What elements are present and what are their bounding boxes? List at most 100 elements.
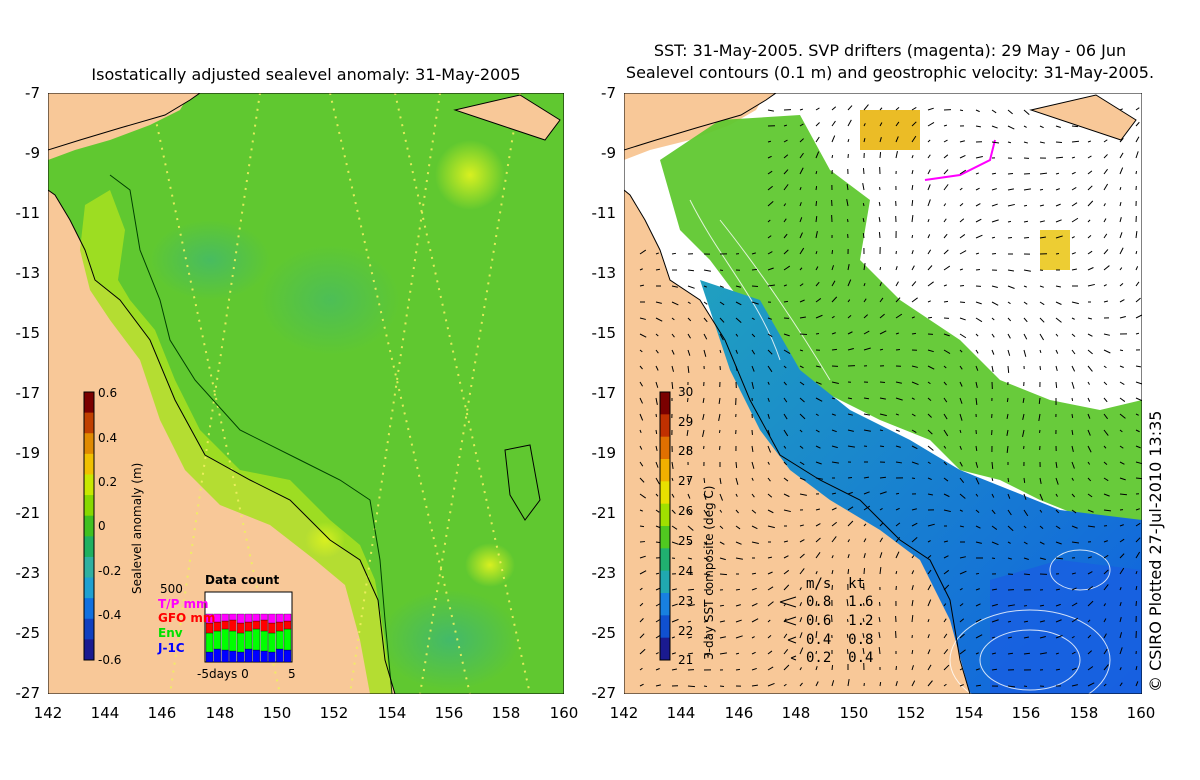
velocity-arrow [1103, 509, 1112, 512]
velocity-arrow [862, 602, 865, 607]
velocity-arrow [1103, 554, 1109, 559]
velocity-arrow [1071, 477, 1074, 481]
velocity-arrow [847, 491, 853, 495]
velocity-arrow [815, 151, 820, 159]
velocity-arrow [1119, 152, 1124, 159]
colorbar-tick: 29 [678, 415, 694, 429]
velocity-arrow [655, 381, 659, 388]
velocity-arrow [703, 509, 709, 517]
velocity-arrow [1039, 141, 1045, 144]
x-tick: 142 [609, 704, 639, 722]
velocity-arrow [783, 365, 787, 369]
velocity-arrow [655, 493, 659, 497]
velocity-arrow [1103, 249, 1109, 255]
velocity-arrow [943, 569, 950, 575]
velocity-arrow [1071, 461, 1075, 469]
velocity-arrow [783, 429, 789, 437]
velocity-arrow [991, 349, 995, 355]
velocity-arrow [895, 681, 898, 687]
data-count-bar [268, 651, 276, 663]
velocity-arrow [878, 216, 881, 223]
velocity-arrow [1071, 171, 1076, 175]
velocity-arrow [1039, 604, 1045, 607]
data-count-bar [221, 620, 229, 630]
velocity-arrow [1055, 603, 1061, 607]
velocity-arrow [959, 333, 967, 339]
data-count-bar [229, 613, 237, 621]
velocity-arrow [975, 155, 983, 159]
velocity-arrow [767, 235, 772, 239]
velocity-arrow [1055, 652, 1060, 655]
velocity-arrow [767, 682, 775, 687]
colorbar-swatch [84, 453, 94, 475]
velocity-arrow [895, 313, 903, 319]
colorbar-swatch [84, 639, 94, 661]
velocity-arrow [1103, 154, 1108, 159]
velocity-arrow [1071, 252, 1076, 255]
data-count-bar [268, 632, 276, 653]
velocity-arrow [1023, 477, 1026, 484]
colorbar-swatch [84, 495, 94, 517]
velocity-arrow [783, 683, 787, 687]
velocity-arrow [975, 541, 982, 544]
velocity-arrow [751, 618, 759, 623]
velocity-arrow [767, 461, 770, 465]
velocity-arrow [783, 584, 790, 591]
velocity-arrow [862, 183, 865, 191]
x-tick: 160 [1126, 704, 1156, 722]
velocity-arrow [719, 477, 722, 484]
velocity-arrow [895, 106, 900, 111]
velocity-arrow [862, 167, 865, 175]
velocity-arrow [1023, 620, 1029, 623]
velocity-arrow [719, 573, 728, 576]
velocity-arrow [1135, 681, 1139, 687]
velocity-arrow [1103, 664, 1109, 671]
velocity-arrow [959, 109, 964, 112]
velocity-arrow [975, 301, 982, 305]
velocity-arrow [1023, 573, 1031, 576]
data-count-bar [252, 628, 260, 651]
velocity-arrow [799, 232, 803, 239]
velocity-arrow [767, 650, 773, 655]
velocity-arrow [719, 349, 722, 354]
velocity-arrow [959, 218, 965, 223]
velocity-arrow [703, 541, 708, 545]
velocity-arrow [799, 429, 803, 433]
velocity-arrow [1023, 141, 1028, 144]
velocity-arrow [927, 234, 931, 239]
colorbar-tick: 21 [678, 653, 694, 667]
colorbar-swatch [660, 637, 670, 661]
velocity-arrow [927, 169, 931, 175]
velocity-arrow [815, 571, 818, 575]
velocity-arrow [767, 381, 770, 385]
velocity-arrow [815, 170, 818, 175]
velocity-arrow [639, 493, 647, 499]
velocity-arrow [911, 536, 918, 543]
velocity-arrow [927, 634, 930, 639]
velocity-arrow [1055, 285, 1061, 288]
velocity-arrow [1071, 635, 1075, 639]
velocity-arrow [735, 349, 738, 354]
velocity-arrow [959, 587, 963, 591]
data-count-bar [221, 628, 229, 651]
velocity-arrow [959, 284, 965, 287]
velocity-arrow [943, 300, 949, 303]
velocity-arrow [703, 636, 710, 639]
velocity-arrow [975, 603, 981, 607]
velocity-arrow [1071, 509, 1077, 514]
velocity-arrow [911, 155, 914, 159]
velocity-arrow [1007, 317, 1012, 322]
velocity-arrow [943, 648, 949, 655]
colorbar-swatch [84, 392, 94, 414]
colorbar-swatch [660, 459, 670, 482]
velocity-arrow [911, 429, 917, 433]
velocity-arrow [1023, 269, 1031, 272]
velocity-arrow [975, 445, 978, 452]
velocity-arrow [1071, 202, 1078, 207]
velocity-arrow [975, 381, 978, 388]
velocity-arrow [1023, 220, 1029, 223]
velocity-arrow [1135, 107, 1140, 111]
colorbar-title: Sealevel anomaly (m) [130, 462, 144, 594]
velocity-arrow [1007, 125, 1015, 130]
x-tick: 152 [896, 704, 926, 722]
